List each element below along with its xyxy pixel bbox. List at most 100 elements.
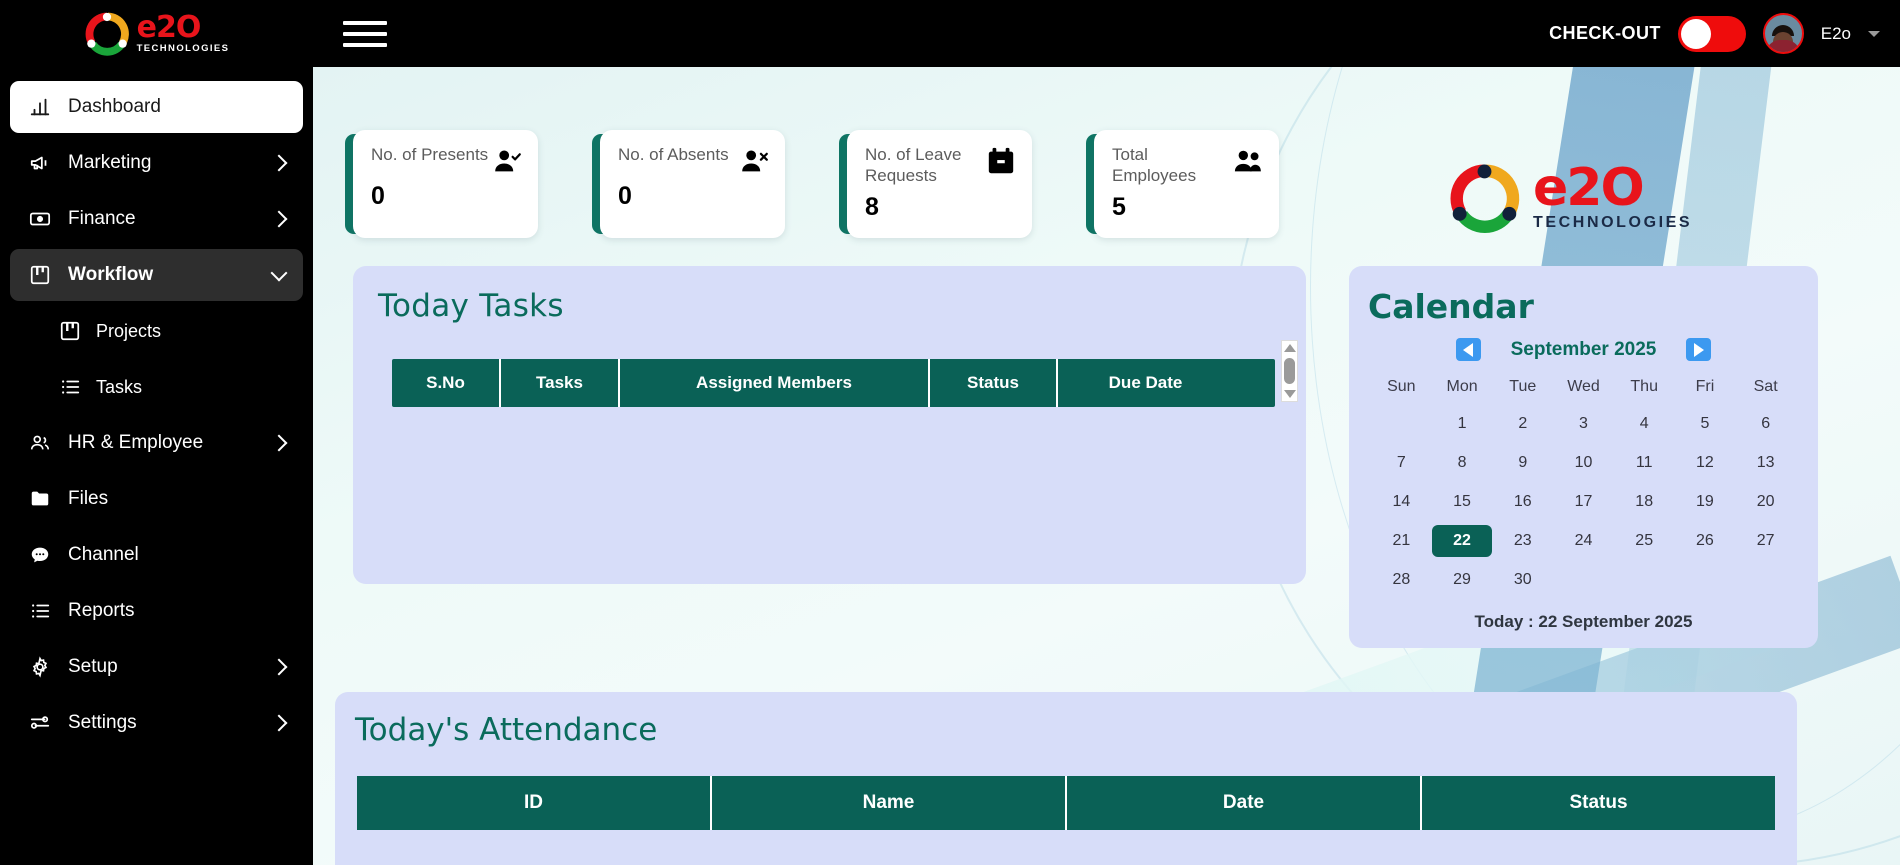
sidebar-item-setup[interactable]: Setup <box>10 641 303 693</box>
calendar-day[interactable]: 1 <box>1457 415 1467 432</box>
stat-card[interactable]: No. of Presents 0 <box>345 130 538 238</box>
calendar-day[interactable]: 19 <box>1696 493 1714 510</box>
chat-icon <box>28 543 52 567</box>
calendar-day[interactable]: 9 <box>1518 454 1528 471</box>
sidebar-item-label: Finance <box>68 208 136 229</box>
calendar-day[interactable]: 6 <box>1761 415 1771 432</box>
calendar-grid: Sun Mon Tue Wed Thu Fri Sat 1 2 3 4 5 6 7 8 9 10 11 12 13 14… <box>1371 373 1796 596</box>
calendar-blank-cell <box>1371 408 1432 440</box>
calendar-day[interactable]: 7 <box>1396 454 1406 471</box>
table-column-header[interactable]: Assigned Members <box>620 359 930 407</box>
chevron-down-icon[interactable] <box>270 264 288 281</box>
stat-card[interactable]: No. of Absents 0 <box>592 130 785 238</box>
top-bar: e2O TECHNOLOGIES CHECK-OUT E2o <box>0 0 1900 67</box>
table-column-header[interactable]: Date <box>1067 776 1422 830</box>
today-tasks-scrollbar[interactable] <box>1281 340 1298 402</box>
sidebar-item-finance[interactable]: Finance <box>10 193 303 245</box>
table-column-header[interactable]: Status <box>930 359 1058 407</box>
calendar-day[interactable]: 24 <box>1574 532 1593 549</box>
calendar-icon <box>986 146 1016 176</box>
todays-attendance-panel: Today's Attendance ID Name Date Status <box>335 692 1797 865</box>
stat-card[interactable]: Total Employees 5 <box>1086 130 1279 238</box>
calendar-day[interactable]: 21 <box>1392 532 1411 549</box>
stat-cards: No. of Presents 0 No. of Absents 0 No. of Le… <box>345 130 1279 238</box>
calendar-day[interactable]: 11 <box>1635 454 1653 471</box>
avatar[interactable] <box>1762 13 1804 54</box>
sidebar-item-dashboard[interactable]: Dashboard <box>10 81 303 133</box>
calendar-day[interactable]: 23 <box>1513 532 1532 549</box>
scroll-down-arrow-icon[interactable] <box>1283 390 1296 398</box>
chevron-down-icon[interactable] <box>1868 30 1880 37</box>
calendar-day-selected[interactable]: 22 <box>1431 525 1493 557</box>
table-column-header[interactable]: Due Date <box>1108 373 1183 392</box>
sidebar-item-label: Reports <box>68 600 135 621</box>
sidebar-item-files[interactable]: Files <box>10 473 303 525</box>
calendar-next-month-button[interactable] <box>1686 338 1712 361</box>
table-column-header[interactable]: Status <box>1569 792 1628 813</box>
calendar-day[interactable]: 5 <box>1700 415 1710 432</box>
calendar-day[interactable]: 4 <box>1639 415 1649 432</box>
sidebar-item-tasks[interactable]: Tasks <box>10 361 303 413</box>
sidebar-item-label: Marketing <box>68 152 152 173</box>
table-column-header[interactable]: Tasks <box>501 359 620 407</box>
chevron-right-icon[interactable] <box>270 210 288 228</box>
stat-card-label: Total Employees <box>1112 145 1197 186</box>
today-tasks-title: Today Tasks <box>378 288 564 324</box>
calendar-day[interactable]: 26 <box>1696 532 1714 549</box>
chevron-right-icon[interactable] <box>270 154 288 172</box>
chevron-right-icon[interactable] <box>270 434 288 452</box>
calendar-day[interactable]: 8 <box>1457 454 1467 471</box>
scroll-up-arrow-icon[interactable] <box>1283 344 1296 352</box>
calendar-day[interactable]: 3 <box>1579 415 1588 432</box>
calendar-month-label: September 2025 <box>1510 338 1657 360</box>
calendar-day[interactable]: 27 <box>1756 532 1775 549</box>
calendar-day-of-week: Sun <box>1387 378 1416 395</box>
chevron-right-icon <box>1693 342 1704 357</box>
calendar-day[interactable]: 15 <box>1453 493 1471 510</box>
sidebar-item-label: Files <box>68 488 109 509</box>
hamburger-icon[interactable] <box>343 17 387 51</box>
main-content: No. of Presents 0 No. of Absents 0 No. of Le… <box>313 67 1900 865</box>
calendar-day[interactable]: 30 <box>1513 571 1532 588</box>
brand-tagline: TECHNOLOGIES <box>136 43 230 55</box>
sidebar-item-channel[interactable]: Channel <box>10 529 303 581</box>
table-column-header[interactable]: ID <box>357 776 712 830</box>
user-name[interactable]: E2o <box>1820 23 1851 43</box>
calendar-today-label: Today : 22 September 2025 <box>1474 612 1693 631</box>
calendar-day[interactable]: 14 <box>1392 493 1411 510</box>
chevron-right-icon[interactable] <box>270 658 288 676</box>
calendar-day[interactable]: 18 <box>1635 493 1654 510</box>
calendar-panel: Calendar September 2025 Sun Mon Tue Wed Thu F… <box>1349 266 1818 648</box>
stat-card-label: No. of Leave Requests <box>865 145 962 186</box>
sidebar-item-projects[interactable]: Projects <box>10 305 303 357</box>
calendar-day[interactable]: 28 <box>1392 571 1411 588</box>
scrollbar-thumb[interactable] <box>1284 358 1295 384</box>
table-column-header[interactable]: S.No <box>392 359 501 407</box>
list-icon <box>58 375 82 399</box>
sidebar-item-marketing[interactable]: Marketing <box>10 137 303 189</box>
sidebar-item-workflow[interactable]: Workflow <box>10 249 303 301</box>
brand-tagline: TECHNOLOGIES <box>1533 213 1693 231</box>
calendar-day[interactable]: 29 <box>1453 571 1471 588</box>
brand-logo-sidebar[interactable]: e2O TECHNOLOGIES <box>0 0 313 67</box>
sidebar-item-settings[interactable]: Settings <box>10 697 303 749</box>
calendar-day[interactable]: 17 <box>1574 493 1593 510</box>
calendar-day[interactable]: 2 <box>1518 415 1528 432</box>
calendar-day[interactable]: 12 <box>1696 454 1714 471</box>
calendar-day[interactable]: 13 <box>1756 454 1775 471</box>
sidebar: Dashboard Marketing Finance Workflow Project… <box>0 67 313 865</box>
today-tasks-table: S.No Tasks Assigned Members Status Due Date <box>392 359 1275 407</box>
chevron-left-icon <box>1463 342 1474 357</box>
calendar-day[interactable]: 16 <box>1513 493 1532 510</box>
calendar-day[interactable]: 25 <box>1635 532 1654 549</box>
check-out-toggle[interactable] <box>1677 15 1746 52</box>
calendar-prev-month-button[interactable] <box>1455 338 1481 361</box>
stat-card[interactable]: No. of Leave Requests 8 <box>839 130 1032 238</box>
calendar-day[interactable]: 10 <box>1574 454 1593 471</box>
sidebar-item-hr-employee[interactable]: HR & Employee <box>10 417 303 469</box>
table-column-header[interactable]: Name <box>712 776 1067 830</box>
calendar-day[interactable]: 20 <box>1756 493 1775 510</box>
chevron-right-icon[interactable] <box>270 714 288 732</box>
list-icon <box>28 599 52 623</box>
sidebar-item-reports[interactable]: Reports <box>10 585 303 637</box>
